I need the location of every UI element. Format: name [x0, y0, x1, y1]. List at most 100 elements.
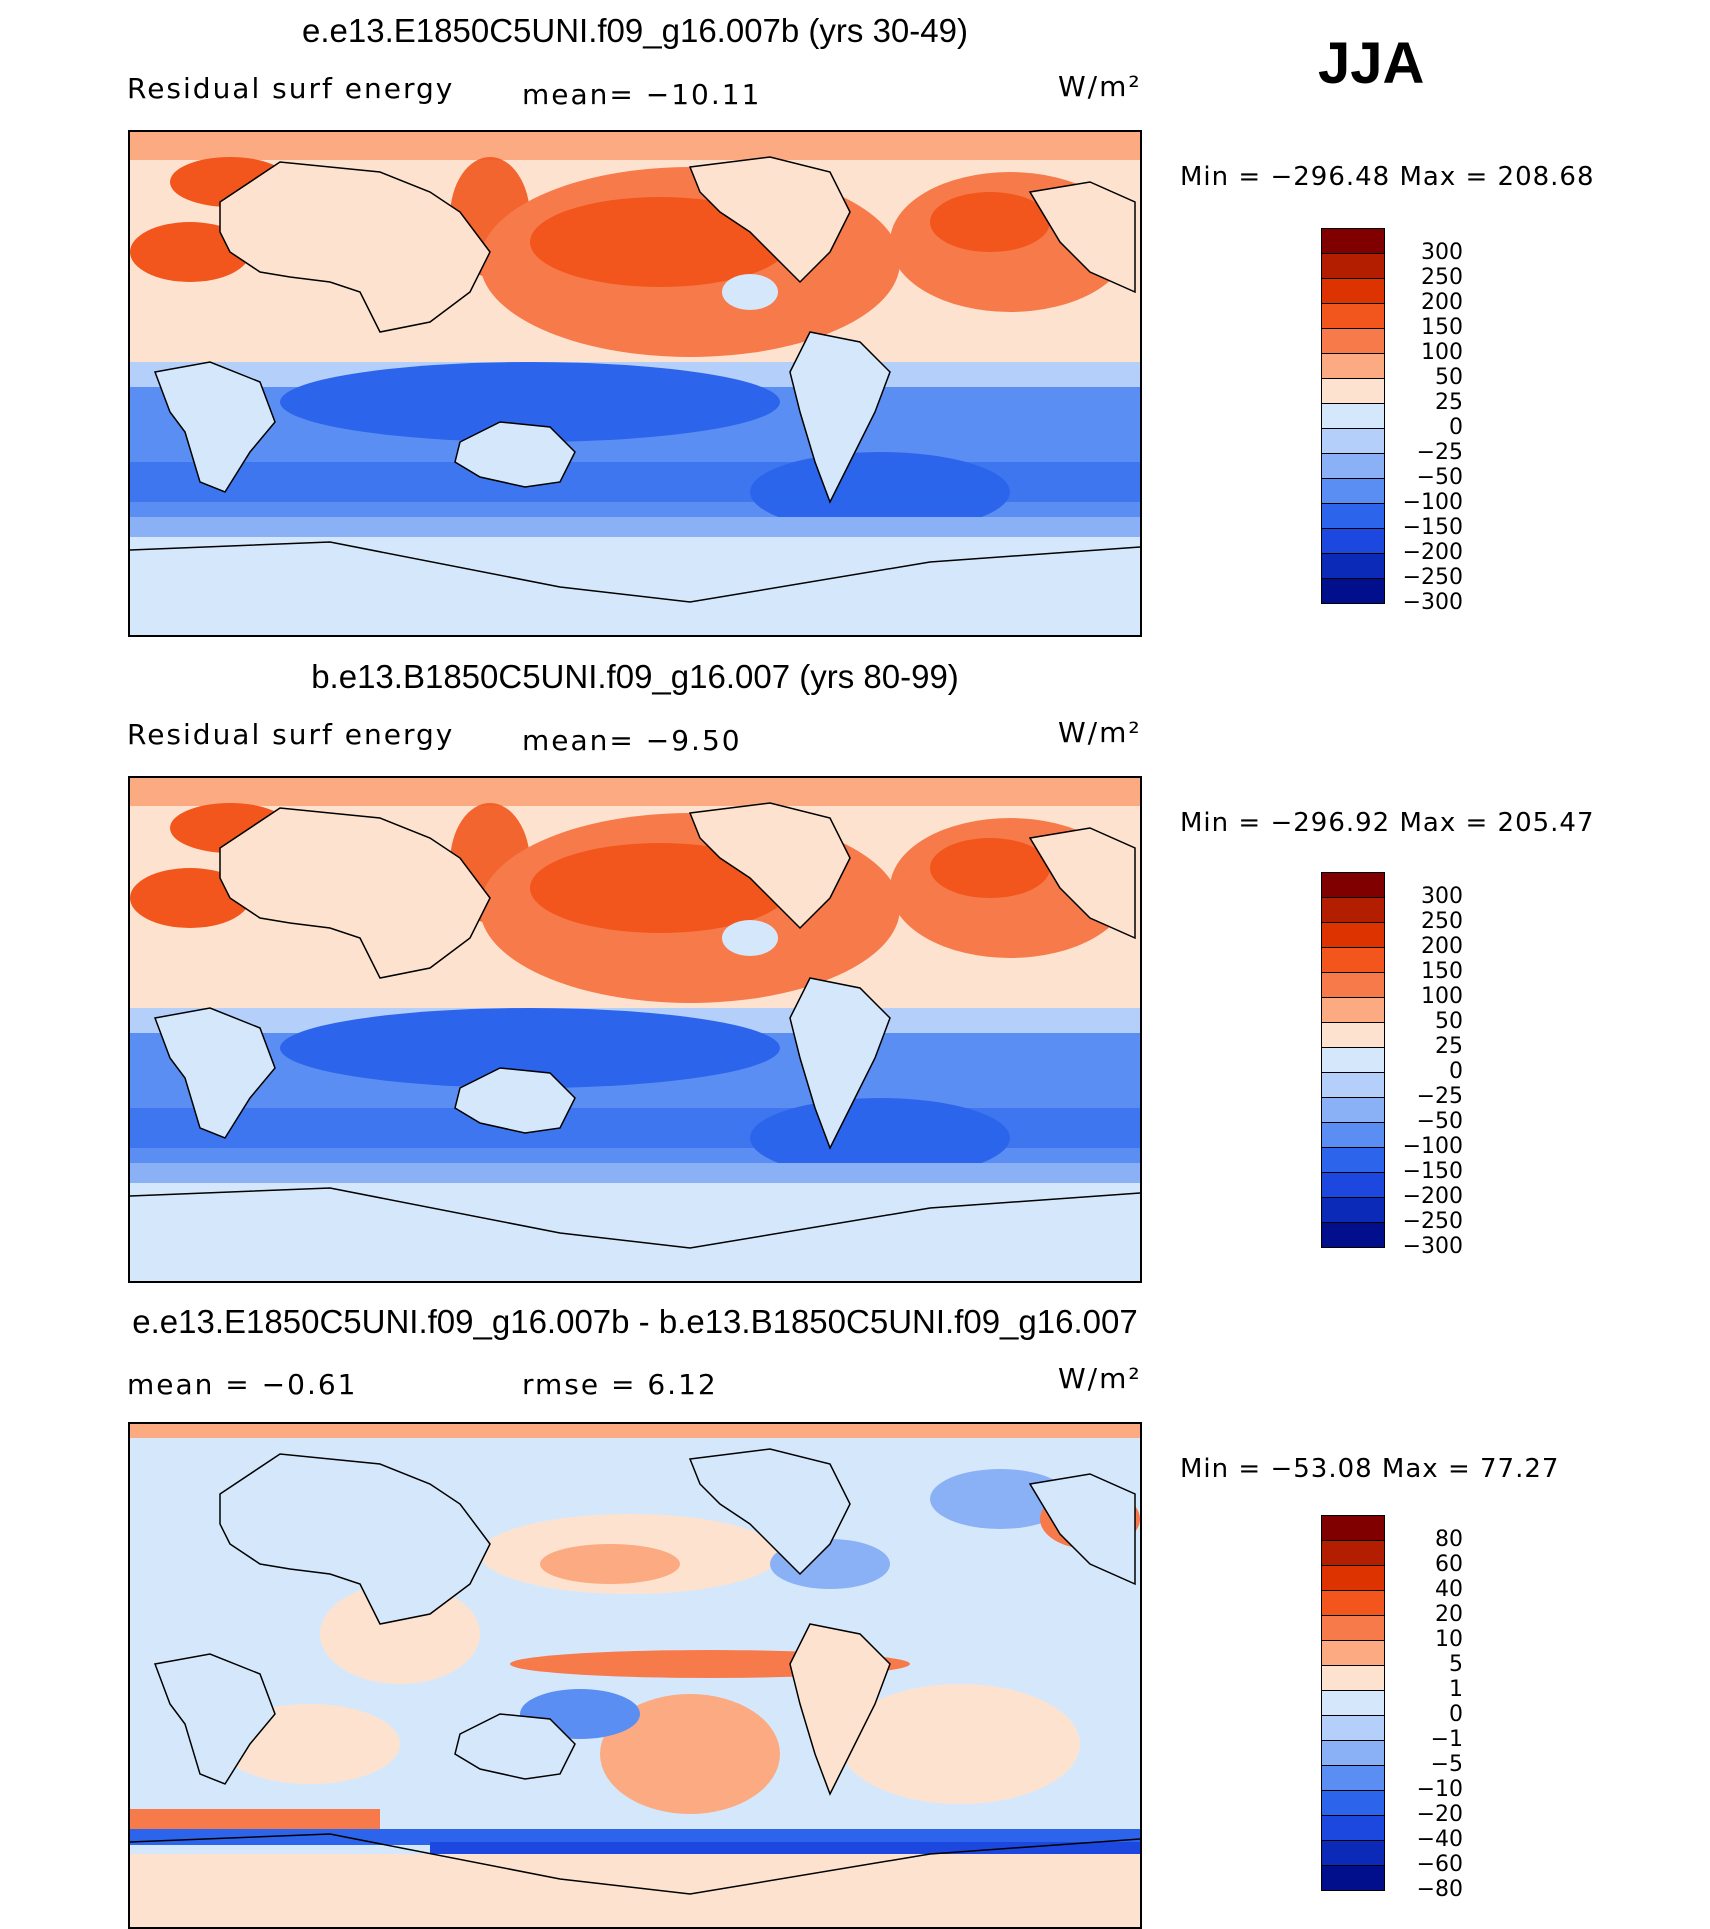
panel-2-variable-label: Residual surf energy [127, 718, 455, 751]
panel-3-colorbar-label: 60 [1435, 1552, 1463, 1577]
panel-1-colorbar-swatch [1321, 553, 1385, 579]
panel-1-colorbar-swatch [1321, 303, 1385, 329]
panel-1-colorbar-label: −250 [1402, 565, 1463, 590]
panel-1-minmax: Min = −296.48 Max = 208.68 [1180, 162, 1595, 192]
panel-3-colorbar-swatch [1321, 1715, 1385, 1741]
panel-3-colorbar-label: −40 [1416, 1827, 1463, 1852]
panel-1-colorbar-label: 200 [1421, 290, 1463, 315]
panel-3-colorbar-swatch [1321, 1615, 1385, 1641]
panel-3-colorbar-swatch [1321, 1740, 1385, 1766]
panel-1-colorbar-label: −200 [1402, 540, 1463, 565]
panel-1-colorbar-swatch [1321, 478, 1385, 504]
panel-2-colorbar-label: 300 [1421, 884, 1463, 909]
panel-1-colorbar-swatch [1321, 503, 1385, 529]
panel-1-colorbar-label: 150 [1421, 315, 1463, 340]
panel-1-colorbar-label: 100 [1421, 340, 1463, 365]
panel-1-colorbar-swatch [1321, 328, 1385, 354]
panel-1-colorbar-swatch [1321, 453, 1385, 479]
panel-3-colorbar-label: −20 [1416, 1802, 1463, 1827]
panel-3-colorbar-label: 20 [1435, 1602, 1463, 1627]
panel-2-colorbar-swatch [1321, 1047, 1385, 1073]
panel-3-colorbar-swatch [1321, 1765, 1385, 1791]
panel-2-colorbar-swatch [1321, 872, 1385, 898]
panel-3-colorbar-swatch [1321, 1515, 1385, 1541]
panel-2-colorbar-label: 200 [1421, 934, 1463, 959]
panel-3-colorbar-swatch [1321, 1665, 1385, 1691]
panel-1-colorbar-swatch [1321, 378, 1385, 404]
panel-1-map [128, 130, 1142, 637]
panel-2-colorbar-swatch [1321, 897, 1385, 923]
panel-1-colorbar-swatch [1321, 253, 1385, 279]
panel-3-colorbar-swatch [1321, 1840, 1385, 1866]
panel-1-colorbar-label: −150 [1402, 515, 1463, 540]
panel-2-minmax: Min = −296.92 Max = 205.47 [1180, 808, 1595, 838]
panel-1-variable-label: Residual surf energy [127, 72, 455, 105]
panel-1-colorbar-swatch [1321, 403, 1385, 429]
panel-3-colorbar-label: 5 [1449, 1652, 1463, 1677]
panel-3-mean-label: mean = −0.61 [127, 1368, 358, 1401]
panel-1-colorbar-swatch [1321, 528, 1385, 554]
panel-1-colorbar-label: −300 [1402, 590, 1463, 615]
season-label: JJA [1318, 31, 1425, 96]
panel-2-colorbar-label: 250 [1421, 909, 1463, 934]
panel-2-colorbar-swatch [1321, 1097, 1385, 1123]
panel-3-map-svg [130, 1424, 1140, 1927]
panel-3-map [128, 1422, 1142, 1929]
panel-2-colorbar-swatch [1321, 1147, 1385, 1173]
panel-2-colorbar-label: 0 [1449, 1059, 1463, 1084]
panel-3-colorbar-swatch [1321, 1690, 1385, 1716]
panel-1-colorbar-label: −25 [1416, 440, 1463, 465]
panel-2-colorbar-label: −300 [1402, 1234, 1463, 1259]
panel-2-colorbar-swatch [1321, 1122, 1385, 1148]
panel-2-colorbar-swatch [1321, 972, 1385, 998]
panel-1-colorbar-swatch [1321, 353, 1385, 379]
panel-1-colorbar-label: 25 [1435, 390, 1463, 415]
panel-3-colorbar-label: −10 [1416, 1777, 1463, 1802]
panel-2-units: W/m² [1058, 716, 1142, 749]
panel-2-map-svg [130, 778, 1140, 1281]
panel-1-colorbar-swatch [1321, 578, 1385, 604]
panel-3-colorbar-label: −60 [1416, 1852, 1463, 1877]
panel-2-colorbar-label: −250 [1402, 1209, 1463, 1234]
panel-1-colorbar-label: −100 [1402, 490, 1463, 515]
panel-3-colorbar-swatch [1321, 1590, 1385, 1616]
panel-3-colorbar-swatch [1321, 1790, 1385, 1816]
panel-3-colorbar-label: 0 [1449, 1702, 1463, 1727]
panel-3-colorbar-swatch [1321, 1640, 1385, 1666]
panel-1-colorbar-label: 0 [1449, 415, 1463, 440]
panel-2-colorbar-swatch [1321, 1022, 1385, 1048]
panel-1-title: e.e13.E1850C5UNI.f09_g16.007b (yrs 30-49… [302, 12, 968, 49]
panel-2-colorbar-label: 100 [1421, 984, 1463, 1009]
panel-3-colorbar-label: 80 [1435, 1527, 1463, 1552]
panel-3-colorbar-swatch [1321, 1565, 1385, 1591]
panel-3-units: W/m² [1058, 1362, 1142, 1395]
panel-1-colorbar-swatch [1321, 228, 1385, 254]
panel-1-mean-label: mean= −10.11 [522, 78, 762, 111]
panel-2-colorbar-swatch [1321, 1072, 1385, 1098]
panel-1-colorbar-label: 250 [1421, 265, 1463, 290]
panel-2-colorbar-swatch [1321, 1222, 1385, 1248]
panel-1-colorbar-label: 300 [1421, 240, 1463, 265]
panel-3-minmax: Min = −53.08 Max = 77.27 [1180, 1454, 1560, 1484]
panel-2-colorbar-label: −100 [1402, 1134, 1463, 1159]
panel-3-colorbar-label: 40 [1435, 1577, 1463, 1602]
panel-2-colorbar-swatch [1321, 922, 1385, 948]
panel-2-title: b.e13.B1850C5UNI.f09_g16.007 (yrs 80-99) [311, 658, 959, 695]
panel-1-colorbar-swatch [1321, 428, 1385, 454]
panel-2-colorbar-swatch [1321, 1172, 1385, 1198]
panel-2-colorbar-label: −150 [1402, 1159, 1463, 1184]
panel-2-colorbar-label: 50 [1435, 1009, 1463, 1034]
panel-2-colorbar-swatch [1321, 947, 1385, 973]
panel-2-colorbar-swatch [1321, 1197, 1385, 1223]
panel-3-rmse-label: rmse = 6.12 [522, 1368, 718, 1401]
panel-3-colorbar-swatch [1321, 1815, 1385, 1841]
panel-2-colorbar-label: −25 [1416, 1084, 1463, 1109]
panel-1-colorbar-label: −50 [1416, 465, 1463, 490]
panel-2-colorbar-label: −50 [1416, 1109, 1463, 1134]
panel-3-colorbar-swatch [1321, 1865, 1385, 1891]
panel-3-colorbar-label: −1 [1430, 1727, 1463, 1752]
panel-1-colorbar-swatch [1321, 278, 1385, 304]
panel-1-units: W/m² [1058, 70, 1142, 103]
panel-1-map-svg [130, 132, 1140, 635]
panel-2-mean-label: mean= −9.50 [522, 724, 742, 757]
